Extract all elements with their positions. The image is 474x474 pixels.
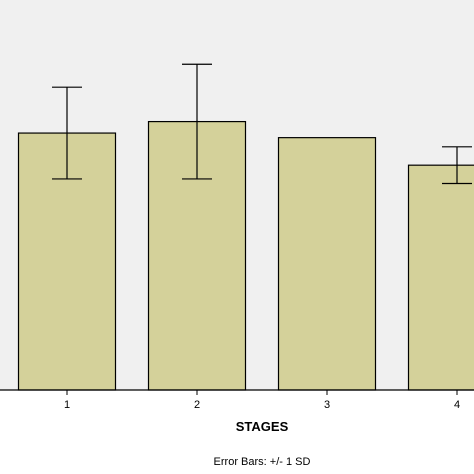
bar-stage-4 xyxy=(407,164,474,391)
x-ticks-group: 1 2 3 4 xyxy=(64,390,460,411)
error-bar-stage-1 xyxy=(52,86,82,180)
error-bar-stage-2 xyxy=(182,63,212,180)
error-bars-group xyxy=(52,63,472,185)
bar-stage-3 xyxy=(277,137,377,391)
error-bar-stage-4 xyxy=(442,146,472,185)
x-tick-label-4: 4 xyxy=(454,399,460,411)
error-bars-note: Error Bars: +/- 1 SD xyxy=(214,456,311,468)
x-axis-title: STAGES xyxy=(236,419,289,434)
x-tick-label-1: 1 xyxy=(64,399,70,411)
bars-group xyxy=(17,120,474,391)
x-tick-label-2: 2 xyxy=(194,399,200,411)
x-tick-label-3: 3 xyxy=(324,399,330,411)
